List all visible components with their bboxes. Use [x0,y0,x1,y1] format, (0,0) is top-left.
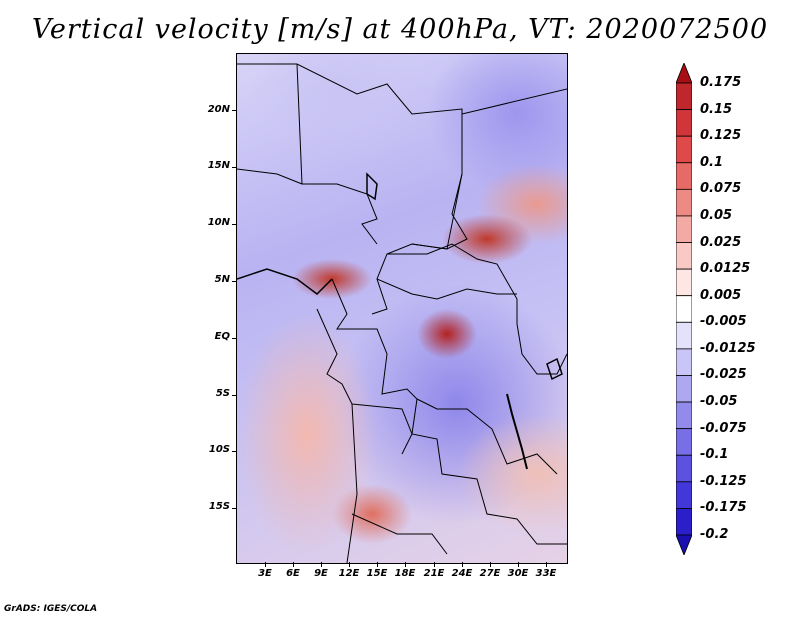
lat-tick [232,224,237,225]
lon-tick [349,562,350,567]
colorbar-swatch [676,481,692,509]
colorbar-swatch [676,268,692,297]
lat-label: 5N [214,274,230,285]
lon-label: 21E [423,568,445,579]
colorbar-label: -0.2 [700,527,729,542]
coastline [237,268,333,295]
colorbar-label: -0.05 [700,394,738,410]
lat-label: EQ [214,331,230,342]
colorbar-label: 0.125 [700,128,742,144]
border-line [316,308,358,563]
colorbar-label: -0.0125 [700,340,756,356]
lake-outline [506,393,528,470]
colorbar-label: 0.025 [700,234,742,250]
colorbar-swatch [676,401,692,430]
colorbar-label: 0.05 [700,207,733,223]
lat-tick [232,451,237,452]
colorbar-swatch [676,428,692,456]
colorbar-swatch [676,295,692,323]
colorbar-label: -0.075 [700,420,747,436]
colorbar-swatch [676,135,692,164]
lon-tick [490,562,491,567]
lon-tick [546,562,547,567]
colorbar-label: 0.175 [700,75,742,90]
lon-label: 3E [258,568,272,579]
lon-label: 12E [338,568,360,579]
lon-label: 33E [535,568,557,579]
colorbar-label: -0.025 [700,367,747,383]
lat-tick [232,338,237,339]
lon-label: 27E [479,568,501,579]
lake-outline [546,357,563,381]
lon-tick [293,562,294,567]
colorbar-swatch [676,109,692,137]
lat-tick [232,281,237,282]
border-line [351,513,448,555]
lon-label: 24E [451,568,473,579]
colorbar-label: 0.0125 [700,261,751,277]
lon-tick [377,562,378,567]
lat-label: 15S [208,501,230,512]
colorbar-swatch [676,454,692,483]
lat-label: 10N [207,217,230,228]
map-title: Vertical velocity [m/s] at 400hPa, VT: 2… [31,14,769,45]
lon-label: 15E [366,568,388,579]
border-line [237,63,468,315]
lat-tick [232,167,237,168]
colorbar-swatch [676,215,692,243]
lake-outline [366,172,378,201]
colorbar-swatch [676,63,692,84]
colorbar-swatch [676,82,692,110]
lat-label: 20N [207,104,230,115]
border-line [331,278,418,455]
lon-tick [321,562,322,567]
colorbar-label: 0.15 [700,101,733,117]
colorbar-swatch [676,348,692,376]
footer-credit: GrADS: IGES/COLA [4,604,98,614]
lat-label: 10S [208,444,230,455]
country-borders [237,63,567,563]
colorbar-label: 0.005 [700,287,742,303]
colorbar-swatch [676,534,692,555]
lat-label: 15N [207,160,230,171]
lon-label: 30E [507,568,529,579]
border-line [416,398,558,475]
border-line [351,403,567,545]
lon-label: 18E [394,568,416,579]
lat-tick [232,395,237,396]
colorbar-label: -0.1 [700,447,729,463]
colorbar-label: -0.125 [700,473,747,489]
colorbar-swatch [676,188,692,217]
border-line [376,278,517,300]
lat-tick [232,110,237,111]
lon-label: 9E [314,568,328,579]
border-line [237,168,303,185]
colorbar-swatch [676,321,692,350]
lon-tick [265,562,266,567]
lon-tick [518,562,519,567]
colorbar [676,63,692,555]
border-line [411,88,567,250]
map-panel [236,53,568,564]
colorbar-swatch [676,162,692,190]
lon-tick [462,562,463,567]
lon-tick [405,562,406,567]
colorbar-swatch [676,508,692,536]
colorbar-label: -0.005 [700,314,747,330]
lat-label: 5S [215,388,230,399]
colorbar-label: -0.175 [700,500,747,516]
colorbar-swatch [676,242,692,270]
lon-label: 6E [286,568,300,579]
colorbar-label: 0.1 [700,154,724,170]
colorbar-label: 0.075 [700,181,742,197]
border-line [387,243,518,324]
colorbar-swatch [676,375,692,403]
lon-tick [434,562,435,567]
lat-tick [232,508,237,509]
